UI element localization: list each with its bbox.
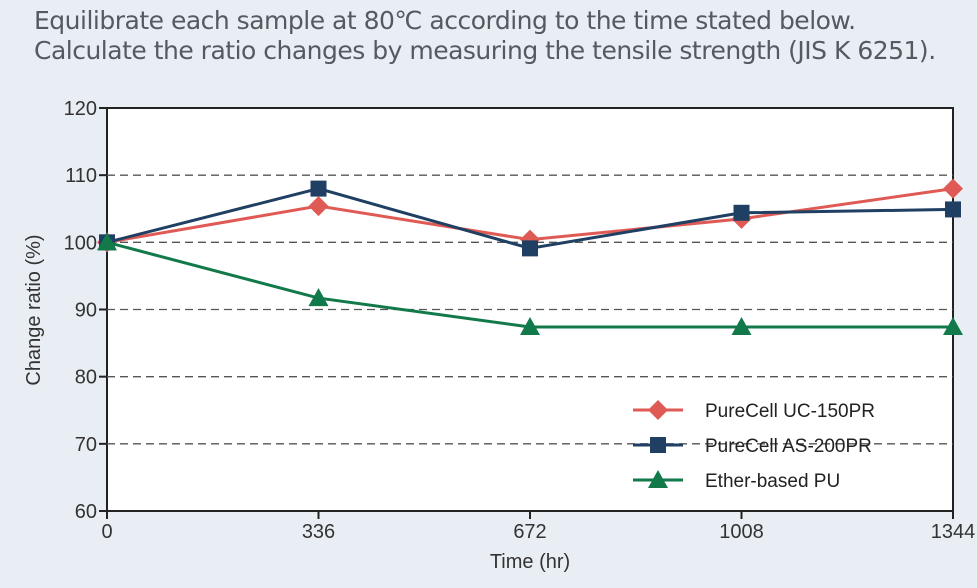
- legend-label-ether-based-pu: Ether-based PU: [705, 471, 840, 492]
- data-point-ether-based-pu: [97, 232, 117, 251]
- x-tick-label: 672: [513, 521, 546, 543]
- legend-marker-purecell-uc-150pr: [648, 400, 668, 420]
- y-axis-label: Change ratio (%): [23, 234, 45, 385]
- x-tick-label: 1008: [719, 521, 764, 543]
- y-tick-label: 120: [64, 98, 97, 120]
- data-point-purecell-uc-150pr: [943, 178, 963, 199]
- legend: PureCell UC-150PR PureCell AS-200PR Ether-…: [633, 400, 875, 492]
- legend-marker-purecell-as-200pr: [650, 437, 666, 453]
- instruction-line-1: Equilibrate each sample at 80℃ according…: [34, 6, 856, 35]
- x-axis-label: Time (hr): [490, 551, 570, 573]
- y-tick-label: 80: [75, 367, 97, 389]
- x-tick-label: 0: [101, 521, 112, 543]
- data-point-ether-based-pu: [943, 316, 963, 335]
- data-point-purecell-uc-150pr: [308, 196, 329, 217]
- y-tick-label: 90: [75, 300, 97, 322]
- data-point-ether-based-pu: [520, 316, 540, 335]
- data-point-purecell-as-200pr: [310, 180, 327, 197]
- legend-label-purecell-as-200pr: PureCell AS-200PR: [705, 436, 872, 457]
- x-tick-label: 336: [302, 521, 335, 543]
- data-point-ether-based-pu: [731, 316, 752, 335]
- instruction-line-2: Calculate the ratio changes by measuring…: [34, 36, 936, 65]
- y-tick-label: 100: [64, 232, 97, 254]
- x-tick-label: 1344: [931, 521, 976, 543]
- data-point-purecell-as-200pr: [945, 201, 961, 218]
- legend-marker-ether-based-pu: [648, 470, 668, 488]
- y-tick-label: 60: [75, 501, 97, 523]
- data-point-ether-based-pu: [308, 288, 329, 307]
- data-point-purecell-as-200pr: [733, 204, 750, 221]
- data-point-purecell-as-200pr: [522, 240, 538, 257]
- y-tick-label: 70: [75, 434, 97, 456]
- legend-label-purecell-uc-150pr: PureCell UC-150PR: [705, 401, 875, 422]
- y-tick-label: 110: [65, 165, 97, 187]
